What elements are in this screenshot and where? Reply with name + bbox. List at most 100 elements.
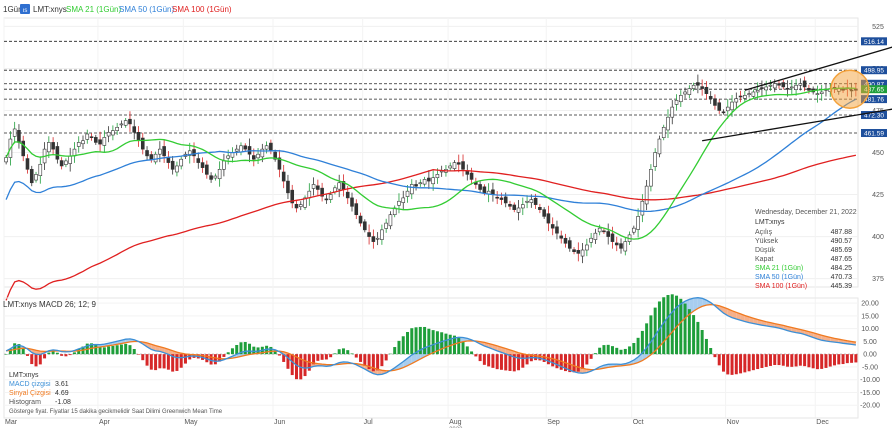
candle-body[interactable] xyxy=(136,132,141,142)
candle-body[interactable] xyxy=(354,203,359,216)
candle-body[interactable] xyxy=(636,216,640,230)
candle-body[interactable] xyxy=(670,106,675,118)
candle-body[interactable] xyxy=(819,91,824,94)
candle-body[interactable] xyxy=(725,106,730,112)
candle-body[interactable] xyxy=(320,187,324,197)
candle-body[interactable] xyxy=(170,160,175,170)
candle-body[interactable] xyxy=(64,160,68,165)
candle-body[interactable] xyxy=(192,149,196,157)
candle-body[interactable] xyxy=(738,95,743,98)
candle-body[interactable] xyxy=(380,229,384,240)
candle-body[interactable] xyxy=(128,118,132,125)
candle-body[interactable] xyxy=(781,82,786,88)
candle-body[interactable] xyxy=(205,164,209,175)
candle-body[interactable] xyxy=(632,227,636,233)
candle-body[interactable] xyxy=(367,232,371,237)
candle-body[interactable] xyxy=(294,203,299,209)
candle-body[interactable] xyxy=(158,148,162,155)
candle-body[interactable] xyxy=(307,190,312,199)
candle-body[interactable] xyxy=(145,150,149,157)
candle-body[interactable] xyxy=(47,142,51,153)
candle-body[interactable] xyxy=(311,184,316,189)
sma100-line[interactable] xyxy=(5,154,857,301)
candle-body[interactable] xyxy=(482,186,487,194)
candle-body[interactable] xyxy=(132,126,137,133)
candle-body[interactable] xyxy=(431,177,435,185)
candle-body[interactable] xyxy=(418,182,423,185)
candle-body[interactable] xyxy=(469,172,474,180)
candle-body[interactable] xyxy=(375,237,380,240)
candle-body[interactable] xyxy=(597,227,602,233)
candle-body[interactable] xyxy=(153,153,158,163)
candle-body[interactable] xyxy=(585,244,589,251)
candle-body[interactable] xyxy=(102,137,107,146)
candle-body[interactable] xyxy=(508,203,512,207)
candle-body[interactable] xyxy=(679,95,683,103)
candle-body[interactable] xyxy=(328,194,333,200)
candle-body[interactable] xyxy=(264,145,269,150)
candle-body[interactable] xyxy=(252,155,256,160)
candle-body[interactable] xyxy=(260,148,265,158)
candle-body[interactable] xyxy=(777,83,781,86)
sma50-line[interactable] xyxy=(5,98,857,213)
candle-body[interactable] xyxy=(119,123,124,126)
candle-body[interactable] xyxy=(51,142,55,150)
channel-upper-line[interactable] xyxy=(744,42,892,91)
candle-body[interactable] xyxy=(606,231,610,237)
candle-body[interactable] xyxy=(286,180,290,194)
candle-body[interactable] xyxy=(683,91,687,95)
candle-body[interactable] xyxy=(785,87,790,90)
candle-body[interactable] xyxy=(521,204,525,209)
candle-body[interactable] xyxy=(657,138,662,155)
candle-body[interactable] xyxy=(593,232,598,240)
candle-body[interactable] xyxy=(115,126,119,131)
candle-body[interactable] xyxy=(760,87,764,89)
candle-body[interactable] xyxy=(55,146,60,160)
candle-body[interactable] xyxy=(696,82,700,86)
channel-lower-line[interactable] xyxy=(702,108,892,142)
sma100-legend[interactable]: SMA 100 (1Gün) xyxy=(172,5,232,14)
candle-body[interactable] xyxy=(213,175,218,179)
candle-body[interactable] xyxy=(448,165,453,169)
candle-body[interactable] xyxy=(123,120,128,126)
candle-body[interactable] xyxy=(89,136,94,138)
candle-body[interactable] xyxy=(580,249,585,257)
candle-body[interactable] xyxy=(21,140,26,157)
candle-body[interactable] xyxy=(768,84,773,87)
candle-body[interactable] xyxy=(298,204,303,207)
candle-body[interactable] xyxy=(4,157,8,163)
candle-body[interactable] xyxy=(316,185,320,190)
candle-body[interactable] xyxy=(256,153,260,159)
candle-body[interactable] xyxy=(751,91,756,97)
candle-body[interactable] xyxy=(59,160,64,167)
candle-body[interactable] xyxy=(388,214,393,227)
candle-body[interactable] xyxy=(422,179,427,185)
candle-body[interactable] xyxy=(533,197,538,205)
macd-line[interactable] xyxy=(5,297,856,376)
candle-body[interactable] xyxy=(529,199,534,203)
candle-body[interactable] xyxy=(456,162,461,165)
candle-body[interactable] xyxy=(281,171,286,182)
candle-body[interactable] xyxy=(815,93,820,95)
candle-body[interactable] xyxy=(461,161,465,170)
candle-body[interactable] xyxy=(29,169,34,184)
candle-body[interactable] xyxy=(81,140,85,145)
candle-body[interactable] xyxy=(550,224,555,229)
candle-body[interactable] xyxy=(755,89,760,93)
candle-body[interactable] xyxy=(452,162,457,169)
candle-body[interactable] xyxy=(576,250,581,254)
candle-body[interactable] xyxy=(546,213,551,224)
candle-body[interactable] xyxy=(409,184,414,195)
candle-body[interactable] xyxy=(111,130,115,136)
candle-body[interactable] xyxy=(401,197,406,203)
candle-body[interactable] xyxy=(179,158,183,167)
candle-body[interactable] xyxy=(273,151,277,160)
candle-body[interactable] xyxy=(614,242,619,246)
candle-body[interactable] xyxy=(226,155,230,159)
candle-body[interactable] xyxy=(495,196,499,199)
candle-body[interactable] xyxy=(649,169,653,187)
candle-body[interactable] xyxy=(175,165,179,173)
candle-body[interactable] xyxy=(234,148,239,152)
candle-body[interactable] xyxy=(734,98,739,103)
